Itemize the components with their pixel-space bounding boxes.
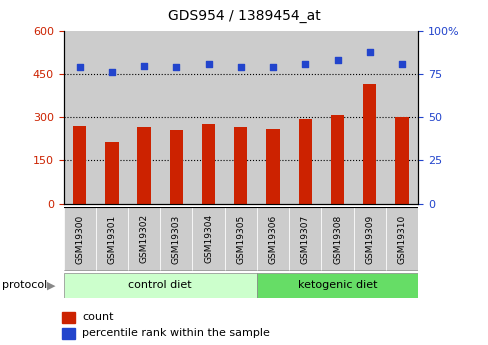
Text: percentile rank within the sample: percentile rank within the sample xyxy=(82,328,269,338)
Bar xyxy=(330,115,344,204)
Bar xyxy=(321,207,353,271)
Text: ▶: ▶ xyxy=(47,280,55,290)
Text: GSM19306: GSM19306 xyxy=(268,214,277,264)
Bar xyxy=(63,273,256,298)
Bar xyxy=(256,31,288,204)
Bar xyxy=(234,127,247,204)
Text: GSM19308: GSM19308 xyxy=(332,214,341,264)
Text: protocol: protocol xyxy=(2,280,48,290)
Bar xyxy=(202,124,215,204)
Point xyxy=(268,65,276,70)
Bar xyxy=(63,31,96,204)
Point xyxy=(76,65,83,70)
Bar xyxy=(128,207,160,271)
Bar xyxy=(353,207,385,271)
Bar xyxy=(137,127,150,204)
Bar xyxy=(128,31,160,204)
Point xyxy=(204,61,212,67)
Text: control diet: control diet xyxy=(128,280,192,290)
Bar xyxy=(169,130,183,204)
Bar xyxy=(256,273,417,298)
Point xyxy=(172,65,180,70)
Bar xyxy=(192,31,224,204)
Text: GSM19304: GSM19304 xyxy=(203,214,213,264)
Bar xyxy=(256,207,288,271)
Point xyxy=(140,63,148,68)
Text: GSM19310: GSM19310 xyxy=(397,214,406,264)
Bar xyxy=(96,207,128,271)
Bar xyxy=(394,117,408,204)
Bar xyxy=(385,207,417,271)
Bar xyxy=(160,31,192,204)
Text: GSM19301: GSM19301 xyxy=(107,214,116,264)
Bar xyxy=(63,207,96,271)
Bar xyxy=(192,207,224,271)
Point xyxy=(333,58,341,63)
Bar xyxy=(385,31,417,204)
Bar xyxy=(160,207,192,271)
Point xyxy=(397,61,405,67)
Text: GSM19300: GSM19300 xyxy=(75,214,84,264)
Bar xyxy=(353,31,385,204)
Bar xyxy=(105,142,118,204)
Text: GSM19309: GSM19309 xyxy=(365,214,373,264)
Text: GSM19303: GSM19303 xyxy=(171,214,181,264)
Text: GSM19307: GSM19307 xyxy=(300,214,309,264)
Bar xyxy=(298,119,311,204)
Point xyxy=(236,65,244,70)
Bar xyxy=(321,31,353,204)
Point xyxy=(301,61,308,67)
Bar xyxy=(73,126,86,204)
Text: ketogenic diet: ketogenic diet xyxy=(297,280,377,290)
Bar xyxy=(96,31,128,204)
Point xyxy=(108,70,116,75)
Bar xyxy=(288,207,321,271)
Bar xyxy=(363,84,376,204)
Text: GSM19305: GSM19305 xyxy=(236,214,245,264)
Text: count: count xyxy=(82,312,113,322)
Bar xyxy=(266,129,279,204)
Point xyxy=(365,49,373,55)
Text: GSM19302: GSM19302 xyxy=(140,214,148,264)
Bar xyxy=(288,31,321,204)
Bar xyxy=(62,328,75,339)
Bar xyxy=(224,207,256,271)
Text: GDS954 / 1389454_at: GDS954 / 1389454_at xyxy=(168,9,320,23)
Bar xyxy=(224,31,256,204)
Bar xyxy=(62,312,75,323)
